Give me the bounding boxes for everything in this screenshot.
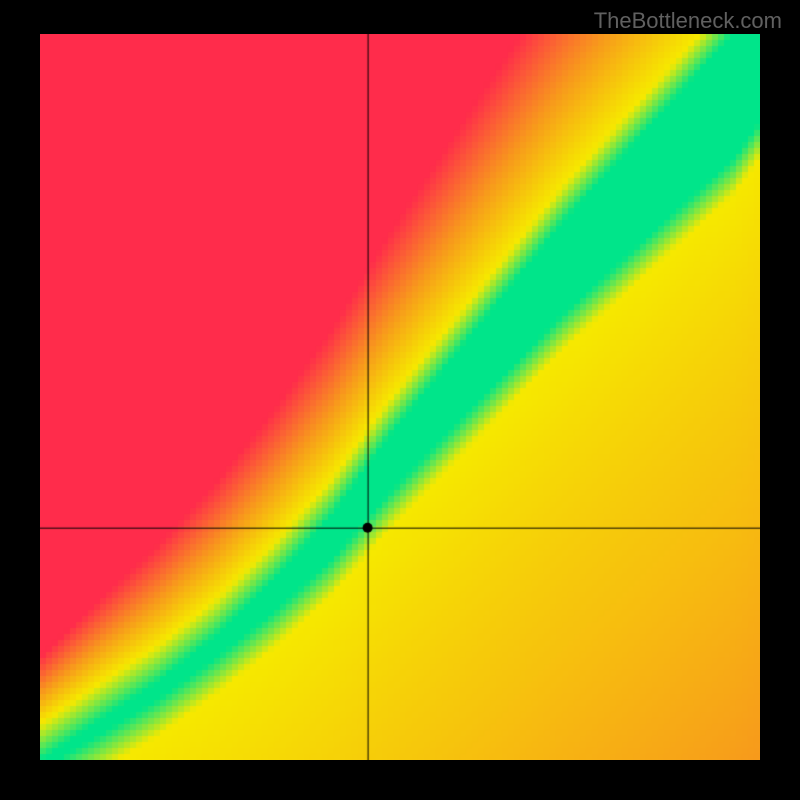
watermark-text: TheBottleneck.com bbox=[594, 8, 782, 34]
heatmap-plot bbox=[40, 34, 760, 760]
heatmap-canvas bbox=[40, 34, 760, 760]
